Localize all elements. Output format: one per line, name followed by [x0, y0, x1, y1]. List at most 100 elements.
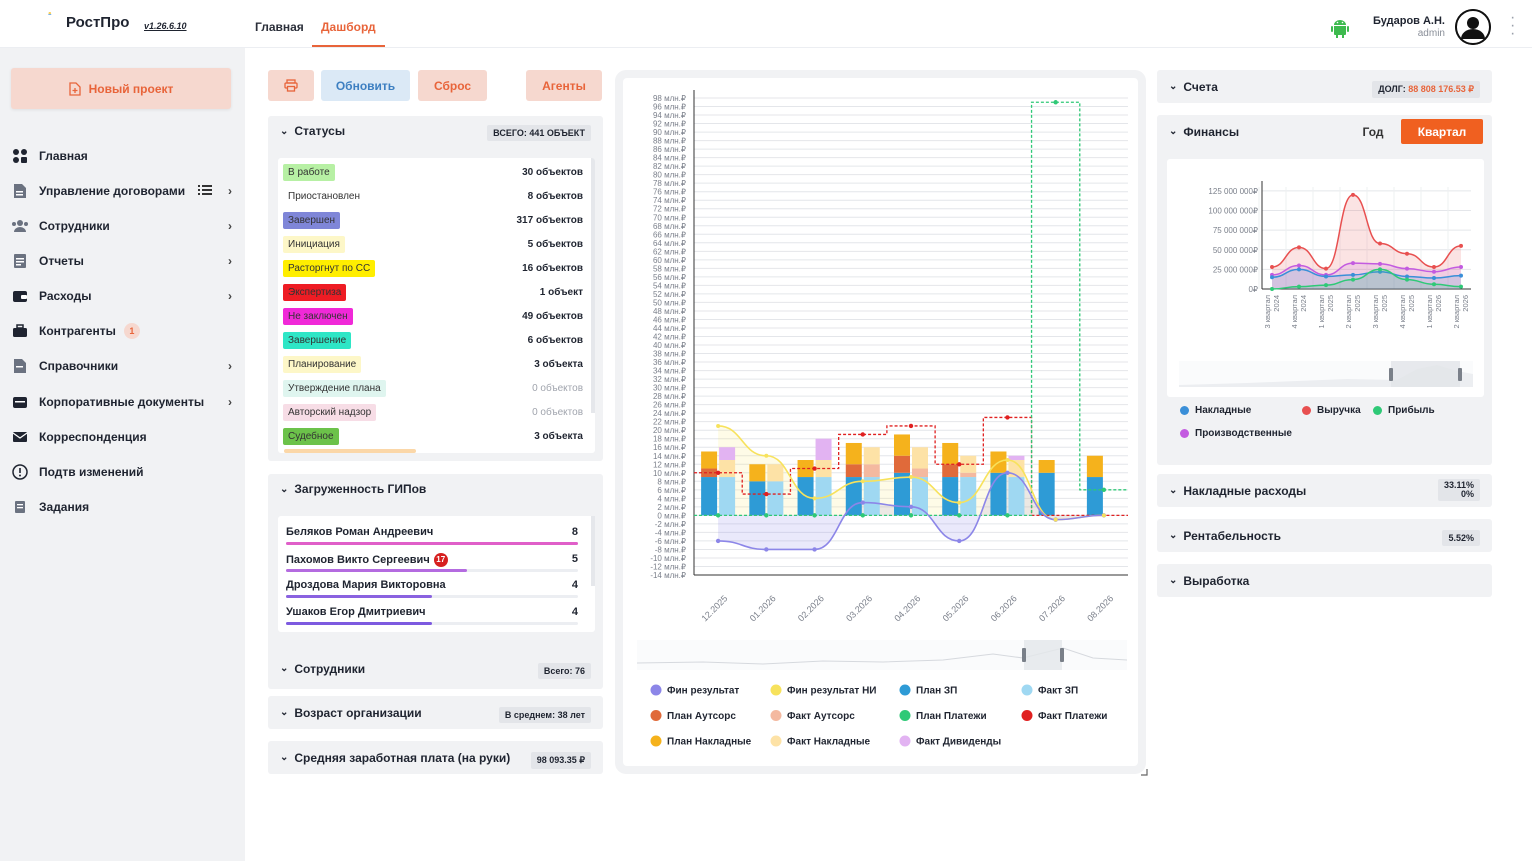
- status-count: 0 объектов: [532, 383, 583, 394]
- output-header[interactable]: ⌄ Выработка: [1169, 564, 1249, 597]
- plan-fact-chart[interactable]: 98 млн.₽96 млн.₽94 млн.₽92 млн.₽90 млн.₽…: [623, 78, 1138, 766]
- navigator-window: [1391, 361, 1460, 387]
- topnav-dashboard[interactable]: Дашборд: [321, 20, 376, 34]
- chart-navigator[interactable]: [636, 640, 1128, 670]
- status-row[interactable]: В работе 30 объектов: [283, 164, 583, 182]
- sidebar-item-label: Контрагенты: [39, 324, 116, 338]
- topnav-home[interactable]: Главная: [255, 20, 304, 34]
- x-tick-label-year: 2024: [1299, 295, 1308, 312]
- finance-header[interactable]: ⌄ Финансы: [1169, 115, 1239, 148]
- status-row[interactable]: Расторгнут по СС 16 объектов: [283, 260, 583, 278]
- status-row[interactable]: Планирование 3 объекта: [283, 356, 583, 374]
- finance-chart[interactable]: 125 000 000₽ 100 000 000₽ 75 000 000₽ 50 00…: [1167, 159, 1484, 397]
- status-row[interactable]: Инициация 5 объектов: [283, 236, 583, 254]
- list-icon[interactable]: [198, 184, 212, 199]
- status-row[interactable]: Авторский надзор 0 объектов: [283, 404, 583, 422]
- sidebar-item-8[interactable]: Корреспонденция: [11, 427, 236, 447]
- point-Выручка: [1378, 241, 1382, 246]
- users-icon: [11, 218, 29, 234]
- sidebar-item-0[interactable]: Главная: [11, 146, 236, 166]
- finance-legend-item[interactable]: Прибыль: [1373, 405, 1435, 416]
- finance-navigator[interactable]: [1179, 361, 1473, 387]
- period-quarter-button[interactable]: Квартал: [1401, 119, 1483, 144]
- agents-button[interactable]: Агенты: [526, 70, 602, 101]
- sidebar-item-2[interactable]: Сотрудники ›: [11, 216, 236, 236]
- bar-План Накладные: [701, 451, 718, 469]
- sidebar-item-3[interactable]: Отчеты ›: [11, 251, 236, 271]
- reset-button[interactable]: Сброс: [418, 70, 487, 101]
- legend-dot: [899, 684, 911, 696]
- new-project-button[interactable]: Новый проект: [11, 68, 231, 109]
- point-Выручка: [1351, 192, 1355, 197]
- sidebar-item-10[interactable]: Задания: [11, 497, 236, 517]
- sidebar-item-5[interactable]: Контрагенты 1: [11, 321, 236, 341]
- bar-План ЗП: [1086, 477, 1103, 516]
- avatar[interactable]: [1455, 9, 1491, 45]
- summary-panel-header[interactable]: ⌄ Возраст организации: [280, 696, 422, 729]
- status-row[interactable]: Экспертиза 1 объект: [283, 284, 583, 302]
- finance-legend-item[interactable]: Выручка: [1302, 405, 1361, 416]
- legend-dot: [1021, 684, 1033, 696]
- fin-result-point: [715, 538, 721, 544]
- sidebar-item-label: Управление договорами: [39, 184, 186, 198]
- accounts-header[interactable]: ⌄ Счета: [1169, 70, 1218, 103]
- gip-header[interactable]: ⌄ Загруженность ГИПов: [280, 474, 426, 504]
- x-tick-label: 4 квартал: [1290, 295, 1299, 329]
- statuses-list: В работе 30 объектов Приостановлен 8 объект…: [278, 158, 595, 453]
- status-row[interactable]: Судебное 3 объекта: [283, 428, 583, 446]
- y-tick-label: -10 млн.₽: [650, 554, 686, 563]
- sidebar-item-7[interactable]: Корпоративные документы ›: [11, 392, 236, 412]
- print-button[interactable]: [268, 70, 314, 101]
- gip-row[interactable]: Ушаков Егор Дмитриевич 4: [286, 606, 578, 632]
- plan-payment-point: [812, 513, 817, 518]
- more-menu-icon[interactable]: · · ·: [1510, 9, 1516, 42]
- gip-name: Дроздова Мария Викторовна: [286, 579, 446, 591]
- bar-Факт Накладные: [719, 460, 736, 478]
- gip-row[interactable]: Дроздова Мария Викторовна 4: [286, 579, 578, 605]
- status-row[interactable]: Утверждение плана 0 объектов: [283, 380, 583, 398]
- fact-payment-point: [860, 432, 865, 437]
- bar-План ЗП: [701, 477, 718, 516]
- legend-dot: [770, 710, 782, 721]
- bar-План Аутсорс: [894, 455, 910, 473]
- y-tick-label: 28 млн.₽: [653, 392, 686, 401]
- y-tick-label: 10 млн.₽: [653, 469, 686, 478]
- legend-dot: [770, 684, 782, 696]
- x-tick-label: 1 квартал: [1317, 295, 1326, 329]
- gip-bar-track: [286, 621, 578, 625]
- sidebar-item-6[interactable]: Справочники ›: [11, 356, 236, 376]
- point-Производственные: [1459, 265, 1463, 270]
- app-version[interactable]: v1.26.6.10: [144, 21, 187, 31]
- y-tick-label: -4 млн.₽: [655, 528, 686, 537]
- statuses-scrollbar[interactable]: [591, 158, 595, 413]
- sidebar-item-1[interactable]: Управление договорами ›: [11, 181, 236, 201]
- sidebar-item-label: Подтв изменений: [39, 465, 144, 479]
- statuses-header[interactable]: ⌄ Статусы: [280, 116, 345, 146]
- gip-value: 4: [571, 579, 578, 591]
- briefcase-icon: [11, 323, 29, 339]
- status-row[interactable]: Приостановлен 8 объектов: [283, 188, 583, 206]
- profitability-header[interactable]: ⌄ Рентабельность: [1169, 519, 1281, 552]
- summary-panel-pill: Всего: 76: [537, 663, 591, 679]
- overhead-header[interactable]: ⌄ Накладные расходы: [1169, 474, 1306, 507]
- chevron-down-icon: ⌄: [1169, 81, 1178, 92]
- finance-legend-item[interactable]: Производственные: [1180, 428, 1292, 439]
- status-row[interactable]: Завершение 6 объектов: [283, 332, 583, 350]
- legend-label: Накладные: [1195, 405, 1252, 416]
- resize-handle-icon[interactable]: [1140, 768, 1148, 776]
- y-tick-label: 42 млн.₽: [653, 333, 686, 342]
- status-row[interactable]: Завершен 317 объектов: [283, 212, 583, 230]
- summary-panel-header[interactable]: ⌄ Средняя заработная плата (на руки): [280, 741, 510, 774]
- sidebar-item-9[interactable]: Подтв изменений: [11, 462, 236, 482]
- sidebar-item-4[interactable]: Расходы ›: [11, 286, 236, 306]
- android-icon[interactable]: [1329, 17, 1351, 39]
- gip-scrollbar[interactable]: [591, 516, 595, 586]
- gip-row[interactable]: Пахомов Викто Сергеевич 17 5: [286, 552, 578, 579]
- finance-legend-item[interactable]: Накладные: [1180, 405, 1251, 416]
- refresh-button[interactable]: Обновить: [321, 70, 410, 101]
- period-year-button[interactable]: Год: [1362, 124, 1384, 139]
- summary-panel-header[interactable]: ⌄ Сотрудники: [280, 652, 365, 685]
- status-row[interactable]: Не заключен 49 объектов: [283, 308, 583, 326]
- gip-row[interactable]: Беляков Роман Андреевич 8: [286, 526, 578, 552]
- overhead-pct: 33.11%: [1443, 480, 1474, 490]
